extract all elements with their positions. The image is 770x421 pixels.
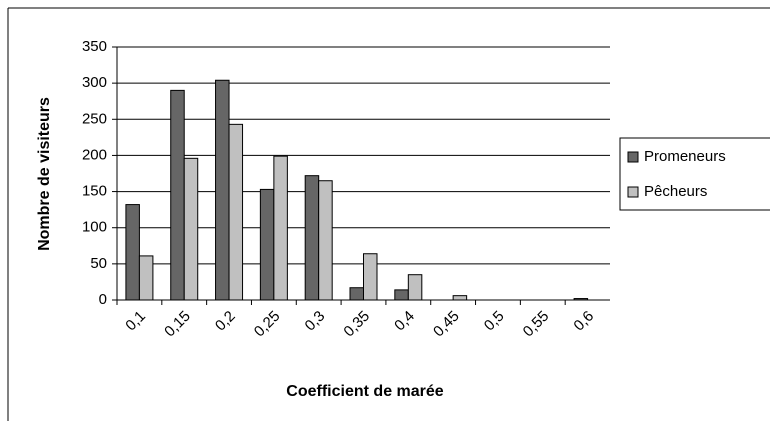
y-tick-label: 150 <box>82 183 107 200</box>
bar <box>452 295 468 301</box>
bar <box>273 155 288 301</box>
y-tick-label: 200 <box>82 146 107 163</box>
y-tick-label: 250 <box>82 110 107 127</box>
x-tick-label: 0,1 <box>122 308 149 335</box>
x-tick-label: 0,6 <box>570 308 597 335</box>
x-tick-label: 0,15 <box>161 308 194 341</box>
y-tick-label: 300 <box>82 74 107 91</box>
bar <box>228 123 244 301</box>
x-tick-label: 0,55 <box>520 308 553 341</box>
x-tick-label: 0,3 <box>302 308 329 335</box>
legend-label: Pêcheurs <box>644 183 707 200</box>
legend-swatch <box>627 186 639 198</box>
x-tick-label: 0,45 <box>430 308 463 341</box>
bar <box>138 255 154 301</box>
x-tick-label: 0,35 <box>340 308 373 341</box>
bar <box>215 79 230 301</box>
y-tick-label: 350 <box>82 38 107 55</box>
legend-box <box>619 137 770 211</box>
bar <box>170 89 185 301</box>
x-tick-label: 0,5 <box>481 308 508 335</box>
y-tick-label: 100 <box>82 219 107 236</box>
legend-swatch <box>627 151 639 163</box>
bar <box>363 253 378 301</box>
x-tick-label: 0,4 <box>391 308 418 335</box>
x-axis-title: Coefficient de marée <box>286 383 443 400</box>
y-tick-label: 50 <box>90 255 107 272</box>
bar <box>259 188 275 301</box>
bar <box>304 175 320 301</box>
y-axis-title: Nombre de visiteurs <box>36 97 53 251</box>
x-tick-label: 0,2 <box>212 308 239 335</box>
y-tick-label: 0 <box>99 291 107 308</box>
bar <box>183 157 199 301</box>
bar <box>318 180 333 301</box>
bar <box>349 287 364 301</box>
legend-label: Promeneurs <box>644 148 726 165</box>
bar <box>407 274 423 301</box>
bar <box>125 204 140 301</box>
bar <box>394 289 409 301</box>
x-tick-label: 0,25 <box>251 308 284 341</box>
